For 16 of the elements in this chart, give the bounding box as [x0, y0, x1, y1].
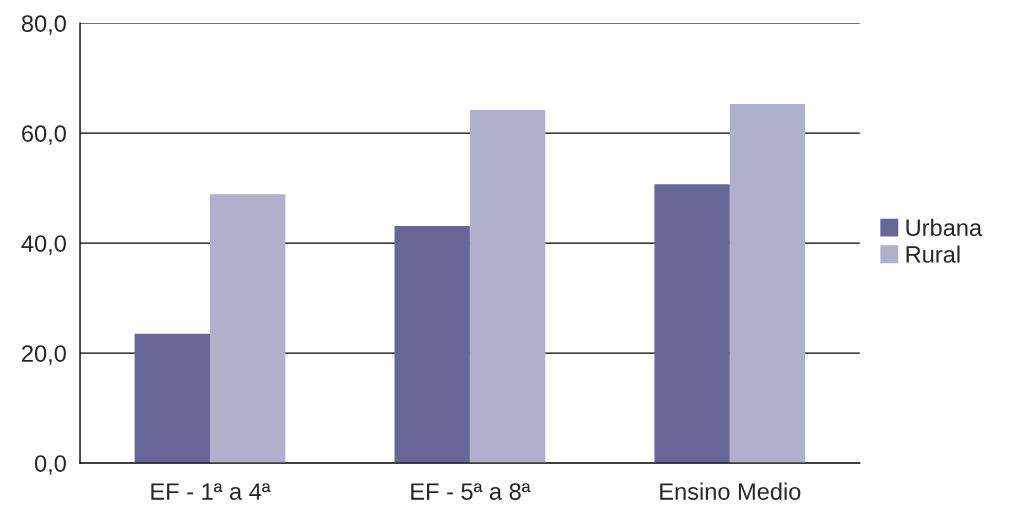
x-tick-label: EF - 1ª a 4ª — [151, 483, 271, 500]
bar — [729, 103, 806, 464]
bar — [209, 194, 286, 464]
legend-label: Rural — [906, 245, 960, 263]
legend-label: Urbana — [906, 218, 983, 237]
bar — [654, 184, 730, 464]
y-tick-label: 20,0 — [22, 345, 66, 365]
y-tick-label: 60,0 — [22, 125, 66, 145]
bar — [394, 226, 470, 464]
y-tick-label: 40,0 — [21, 235, 66, 255]
x-tick-label: Ensino Medio — [660, 482, 801, 500]
bar — [134, 333, 210, 464]
x-tick-label: EF - 5ª a 8ª — [411, 483, 531, 500]
y-tick-label: 0,0 — [34, 455, 66, 475]
bar — [469, 110, 546, 464]
y-tick-label: 80,0 — [21, 15, 66, 35]
